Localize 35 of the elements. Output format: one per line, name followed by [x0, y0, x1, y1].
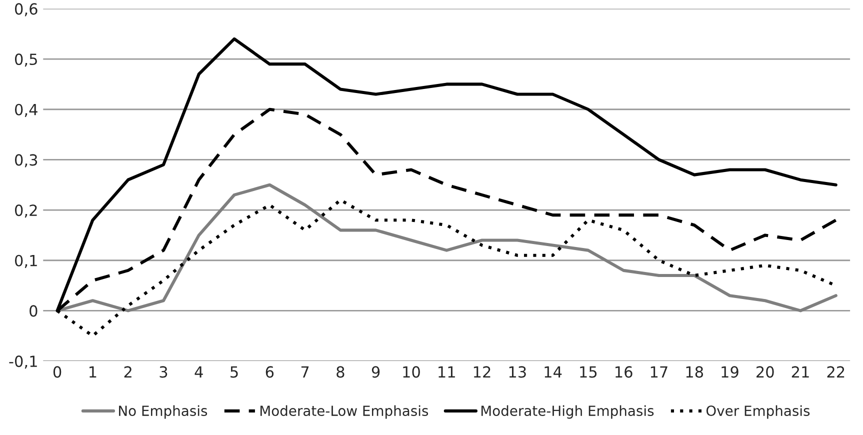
y-tick-label: -0,1 [9, 356, 37, 369]
legend-label: No Emphasis [119, 405, 208, 419]
legend-label: Over Emphasis [706, 405, 810, 419]
x-tick-label: 3 [160, 366, 168, 378]
y-tick-label: 0 [30, 305, 38, 317]
y-tick-label: 0,3 [15, 154, 38, 168]
y-tick-label: 0,2 [15, 204, 37, 218]
x-tick-label: 11 [438, 366, 455, 378]
x-tick-label: 6 [266, 366, 274, 378]
legend-label: Moderate-High Emphasis [481, 405, 654, 419]
y-tick-label: 0,4 [15, 104, 38, 117]
x-tick-label: 16 [616, 366, 632, 378]
x-tick-label: 22 [827, 366, 844, 378]
x-tick-label: 5 [230, 366, 238, 378]
x-tick-label: 9 [372, 366, 380, 378]
x-tick-label: 0 [53, 366, 62, 378]
x-tick-label: 8 [336, 366, 344, 378]
x-tick-label: 1 [90, 366, 96, 378]
legend-label: Moderate-Low Emphasis [260, 405, 428, 419]
x-tick-label: 15 [580, 366, 597, 378]
x-tick-label: 20 [756, 366, 774, 378]
x-tick-label: 19 [722, 366, 738, 378]
y-tick-label: 0,6 [15, 3, 38, 16]
x-tick-label: 4 [194, 366, 203, 378]
y-tick-label: 0,5 [15, 54, 37, 67]
x-tick-label: 12 [474, 366, 490, 378]
y-tick-label: 0,1 [15, 254, 37, 268]
x-tick-label: 2 [124, 366, 132, 378]
x-tick-label: 10 [403, 366, 420, 378]
x-tick-label: 14 [544, 366, 562, 378]
x-tick-label: 17 [650, 366, 668, 378]
x-tick-label: 21 [792, 366, 809, 378]
x-tick-label: 13 [509, 366, 526, 378]
x-tick-label: 18 [686, 366, 704, 378]
x-tick-label: 7 [301, 366, 309, 378]
